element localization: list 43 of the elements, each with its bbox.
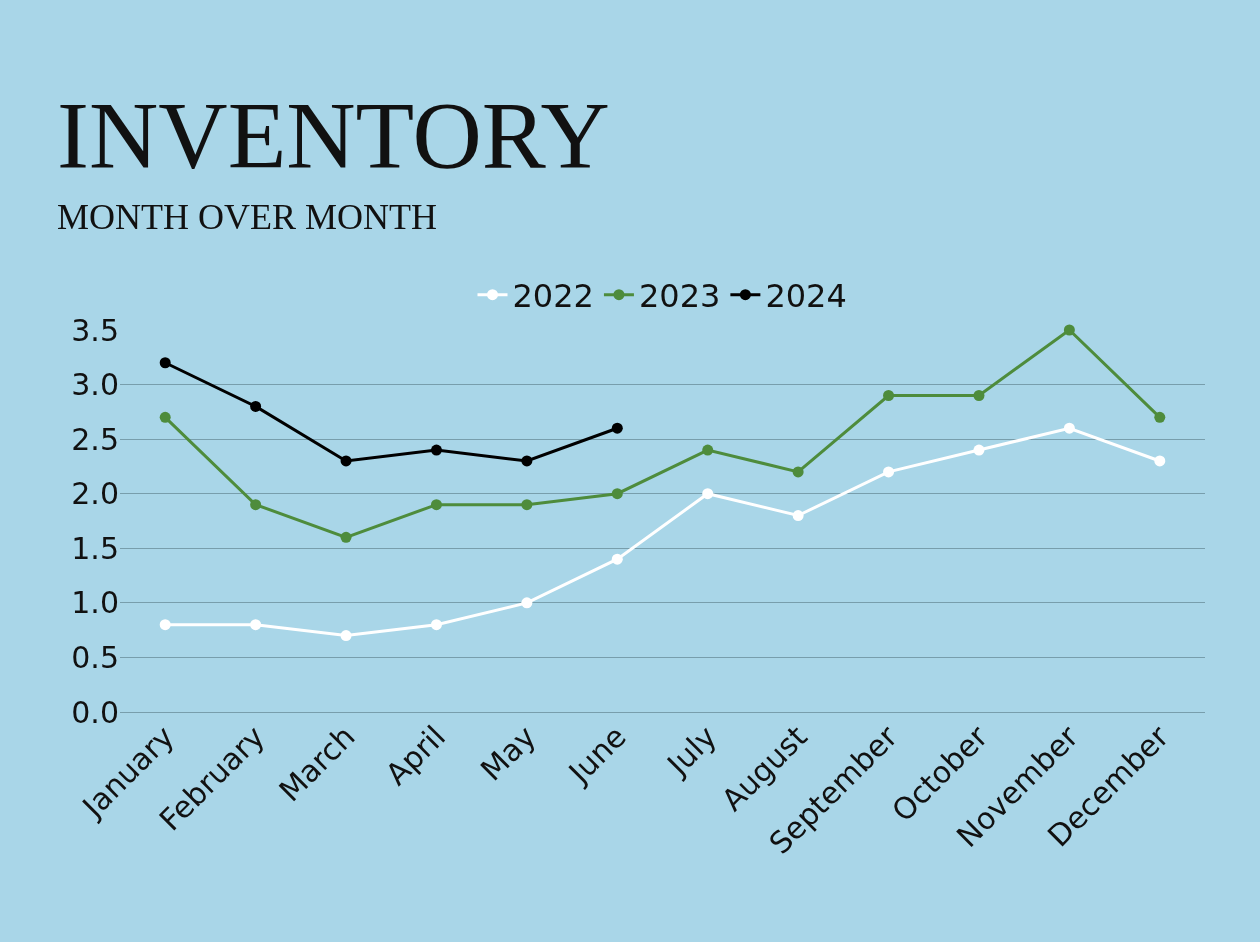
point <box>973 389 985 401</box>
point <box>883 389 895 401</box>
point <box>521 455 533 467</box>
legend-label: 2022 <box>512 277 594 316</box>
point <box>340 455 352 467</box>
point <box>973 444 985 456</box>
legend-label: 2023 <box>638 277 721 316</box>
point <box>611 488 623 500</box>
point <box>702 444 714 456</box>
point <box>430 444 442 456</box>
point <box>792 510 804 522</box>
y-tick-label: 3.0 <box>71 367 119 403</box>
point <box>430 619 442 631</box>
point <box>340 531 352 543</box>
point <box>521 499 533 511</box>
y-tick-label: 0.0 <box>71 694 119 730</box>
y-tick-label: 0.5 <box>71 639 119 675</box>
point <box>250 400 262 412</box>
point <box>250 619 262 631</box>
point <box>159 411 171 423</box>
point <box>1154 411 1166 423</box>
point <box>521 597 533 609</box>
point <box>1063 422 1075 434</box>
y-tick-label: 3.5 <box>71 312 119 348</box>
y-tick-label: 2.0 <box>71 476 119 512</box>
point <box>792 466 804 478</box>
point <box>159 357 171 369</box>
chart-subtitle: MONTH OVER MONTH <box>57 197 437 237</box>
point <box>1154 455 1166 467</box>
point <box>159 619 171 631</box>
point <box>430 499 442 511</box>
y-tick-label: 1.5 <box>71 530 119 566</box>
point <box>611 422 623 434</box>
point <box>883 466 895 478</box>
legend-label: 2024 <box>765 277 847 316</box>
y-tick-label: 1.0 <box>71 585 119 621</box>
chart-title: INVENTORY <box>57 82 610 189</box>
point <box>611 553 623 565</box>
point <box>702 488 714 500</box>
point <box>1063 324 1075 336</box>
point <box>340 630 352 642</box>
point <box>250 499 262 511</box>
y-tick-label: 2.5 <box>71 421 119 457</box>
